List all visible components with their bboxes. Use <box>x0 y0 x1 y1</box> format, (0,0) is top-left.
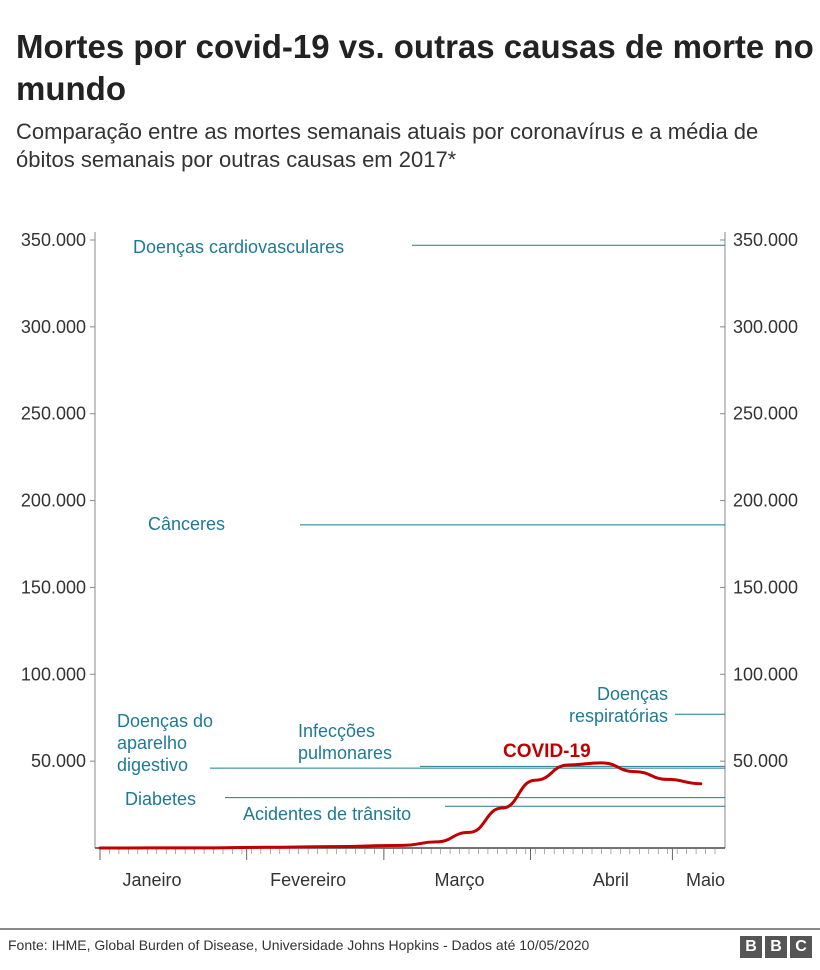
y-tick-label-right: 200.000 <box>733 491 798 511</box>
y-tick-label-left: 50.000 <box>31 751 86 771</box>
reference-label: Doenças cardiovasculares <box>133 237 344 257</box>
covid-line <box>98 761 703 850</box>
x-tick-label: Abril <box>593 870 629 890</box>
reference-label: Doenças respiratórias <box>569 684 668 726</box>
y-tick-label-right: 300.000 <box>733 317 798 337</box>
y-tick-label-left: 300.000 <box>21 317 86 337</box>
y-tick-label-left: 100.000 <box>21 664 86 684</box>
y-tick-label-right: 100.000 <box>733 664 798 684</box>
chart-subtitle: Comparação entre as mortes semanais atua… <box>16 119 759 172</box>
reference-label: Doenças do aparelho digestivo <box>117 711 213 775</box>
y-tick-label-right: 150.000 <box>733 577 798 597</box>
y-tick-label-right: 250.000 <box>733 404 798 424</box>
covid-label: COVID-19 <box>503 741 591 762</box>
reference-label: Acidentes de trânsito <box>243 804 411 824</box>
y-tick-label-right: 350.000 <box>733 230 798 250</box>
y-tick-label-left: 250.000 <box>21 404 86 424</box>
reference-label: Diabetes <box>125 789 196 809</box>
reference-label: Cânceres <box>148 514 225 534</box>
y-tick-label-right: 50.000 <box>733 751 788 771</box>
chart-title: Mortes por covid-19 vs. outras causas de… <box>16 28 814 107</box>
x-tick-label: Fevereiro <box>270 870 346 890</box>
chart: 50.000 50.000 100.000 100.000 150.000 150.000… <box>21 230 798 890</box>
source-note: Fonte: IHME, Global Burden of Disease, U… <box>8 937 590 953</box>
footer-divider <box>0 928 820 930</box>
x-tick-label: Janeiro <box>123 870 182 890</box>
x-tick-label: Março <box>435 870 485 890</box>
y-tick-label-left: 350.000 <box>21 230 86 250</box>
y-tick-label-left: 150.000 <box>21 577 86 597</box>
x-tick-label: Maio <box>686 870 725 890</box>
reference-label: Infecções pulmonares <box>298 721 392 763</box>
y-tick-label-left: 200.000 <box>21 491 86 511</box>
